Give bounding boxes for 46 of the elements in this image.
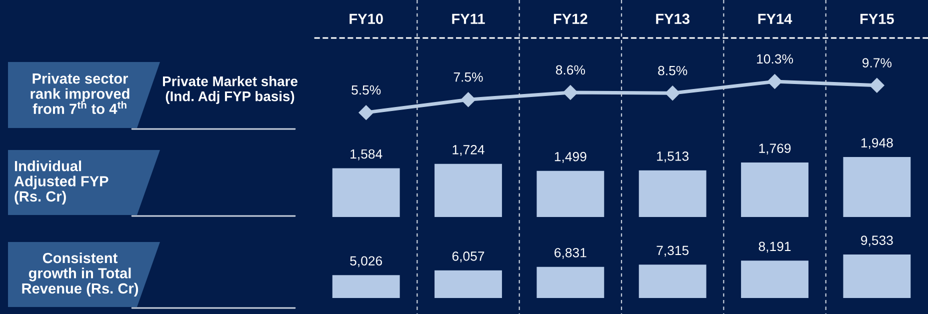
data-label: 1,584	[350, 149, 382, 160]
bar	[741, 162, 808, 217]
y-axis-title: Private Market share (Ind. Adj FYP basis)	[162, 76, 298, 104]
bar	[638, 170, 706, 217]
x-tick-label: FY14	[758, 14, 792, 24]
data-label: 6,057	[452, 252, 484, 262]
bar	[638, 264, 706, 298]
x-tick-label: FY12	[554, 14, 588, 24]
x-tick-label: FY15	[860, 14, 894, 24]
point	[460, 92, 476, 108]
bar	[434, 164, 502, 217]
point	[870, 78, 884, 93]
bar	[741, 260, 808, 298]
point	[767, 74, 782, 89]
data-label: 7.5%	[454, 72, 483, 82]
data-label: 5,026	[350, 256, 382, 268]
bar	[536, 170, 604, 217]
point	[563, 85, 578, 100]
data-label: 1,724	[452, 145, 484, 156]
text: Private sector rank improved from 7$^{th}$ to 4$^{th}$	[30, 73, 130, 114]
y-axis-title: Individual Adjusted FYP (Rs. Cr)	[14, 160, 108, 204]
y-axis-title: Consistent growth in Total Revenue (Rs. Cr)	[22, 252, 138, 297]
data-label: 1,948	[861, 138, 893, 150]
data-label: 8.6%	[556, 65, 585, 75]
bar	[843, 157, 911, 217]
data-label: 5.5%	[352, 85, 381, 95]
data-label: 1,513	[657, 152, 689, 162]
data-label: 8,191	[758, 242, 791, 253]
data-label: 6,831	[554, 248, 586, 259]
data-label: 1,769	[759, 144, 791, 155]
x-tick-label: FY13	[656, 14, 690, 24]
data-label: 7,315	[656, 246, 689, 257]
x-tick-label: FY10	[350, 14, 383, 24]
data-label: 9.7%	[862, 58, 892, 68]
bar	[332, 275, 400, 298]
bar	[843, 254, 911, 298]
point	[665, 86, 680, 101]
data-label: 1,499	[554, 152, 586, 163]
data-label: 9,533	[861, 236, 893, 247]
data-label: 8.5%	[658, 66, 688, 76]
point	[358, 105, 374, 120]
bar	[536, 266, 604, 298]
bar	[332, 168, 400, 217]
bar	[434, 270, 502, 298]
x-tick-label: FY11	[452, 14, 485, 24]
data-label: 10.3%	[757, 54, 793, 64]
